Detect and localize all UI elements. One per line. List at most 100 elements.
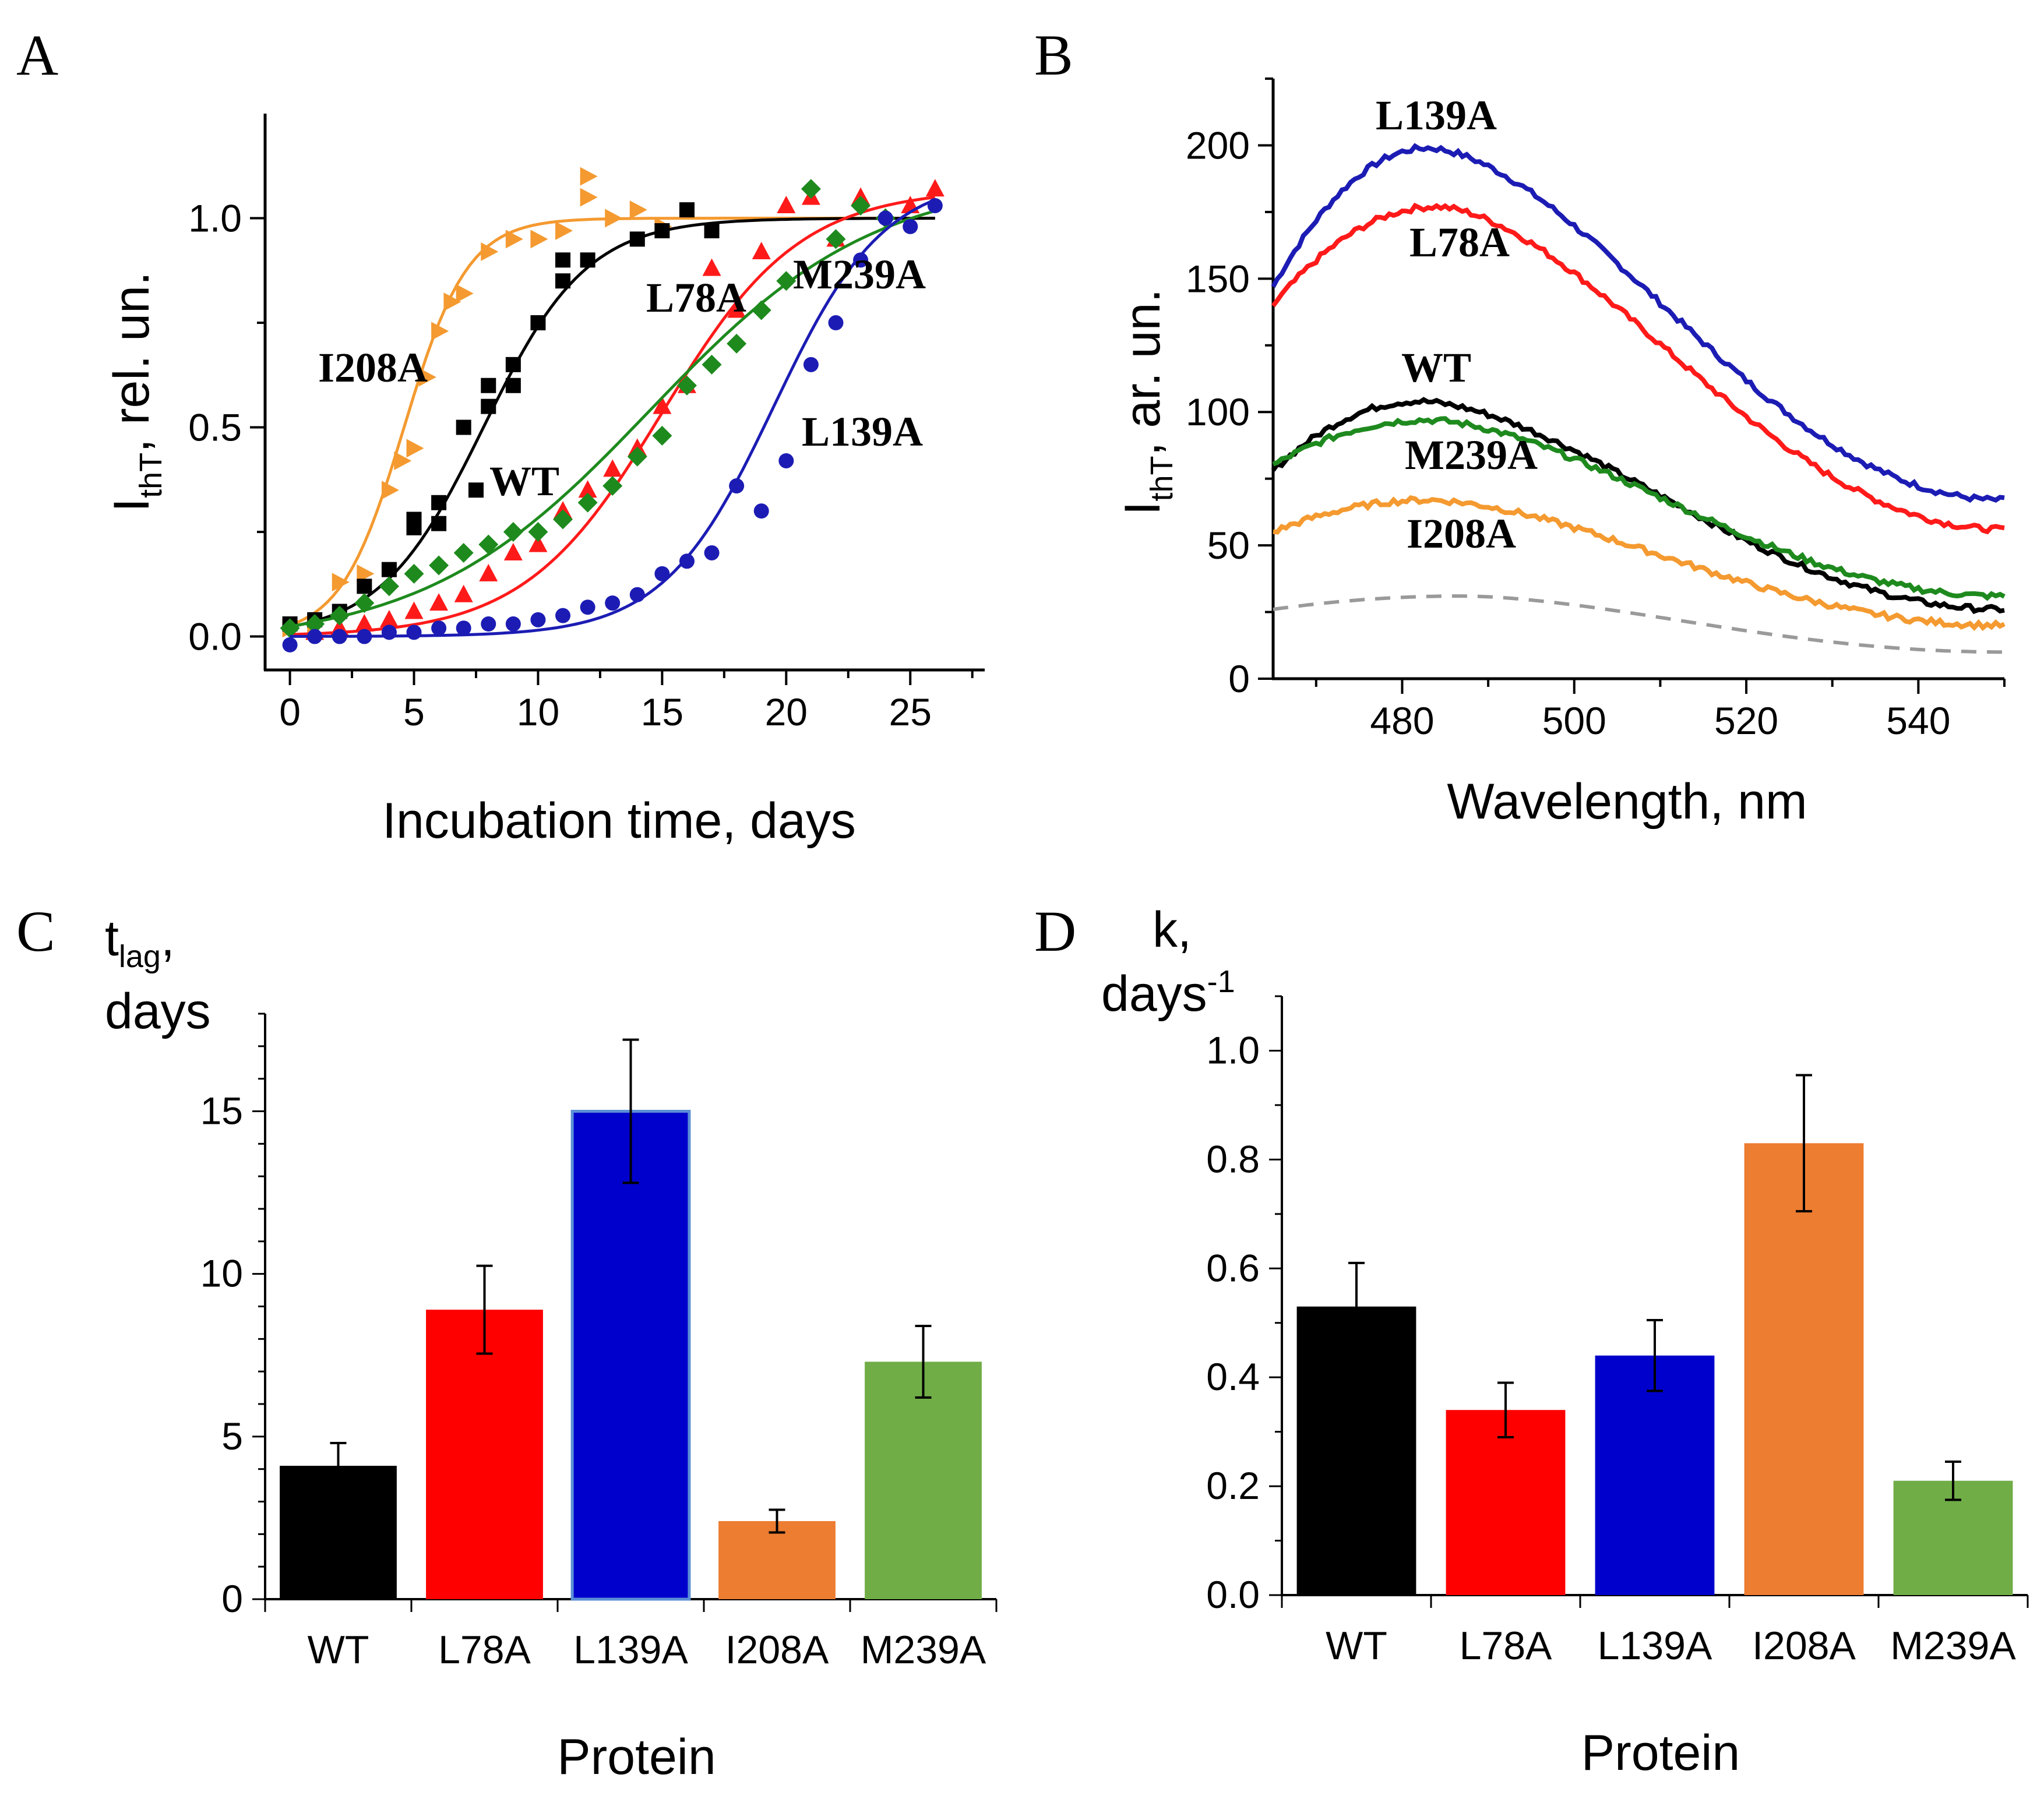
data-point-l78a	[777, 195, 796, 213]
bar-i208a	[1744, 1143, 1864, 1595]
bar-i208a	[718, 1521, 836, 1599]
data-point-l139a	[456, 620, 471, 636]
spectrum-line-m239a	[1272, 416, 2006, 601]
y-tick-label: 50	[1207, 524, 1250, 567]
y-tick-label: 0	[1228, 657, 1250, 700]
data-point-m239a	[503, 522, 523, 542]
data-point-wt	[481, 398, 496, 414]
y-tick-label: 0.8	[1206, 1137, 1260, 1180]
data-point-m239a	[851, 195, 871, 216]
data-point-i208a	[605, 209, 623, 228]
y-tick-label: 0.0	[188, 615, 242, 658]
data-point-l78a	[404, 601, 424, 619]
y-tick-label: 0.2	[1206, 1464, 1260, 1507]
data-point-wt	[555, 252, 571, 268]
x-tick-label: 25	[889, 690, 932, 733]
y-axis-title-rest: ,	[161, 911, 175, 966]
y-axis-title-line1: k,	[1153, 902, 1192, 958]
data-point-m239a	[528, 522, 548, 542]
bar-wt	[1296, 1306, 1416, 1595]
data-point-i208a	[580, 167, 598, 186]
data-point-m239a	[801, 179, 821, 199]
data-point-m239a	[702, 354, 722, 375]
x-tick-label: 0	[279, 690, 301, 733]
category-label-l78a: L78A	[1460, 1624, 1552, 1668]
curve-label-l139a: L139A	[802, 408, 923, 455]
data-point-l78a	[702, 258, 721, 276]
data-point-l78a	[355, 614, 374, 632]
y-axis-title-rest: , rel. un.	[104, 271, 160, 453]
data-point-l139a	[877, 210, 893, 226]
y-tick-label: 10	[200, 1252, 243, 1295]
data-point-l139a	[704, 545, 720, 560]
data-point-wt	[505, 357, 521, 372]
category-label-m239a: M239A	[861, 1628, 986, 1672]
bar-l139a	[570, 1110, 691, 1601]
x-tick-label: 540	[1886, 699, 1950, 742]
y-axis-title-rest: , ar. un.	[1115, 289, 1171, 456]
data-point-l139a	[927, 197, 943, 213]
data-point-l139a	[481, 616, 496, 632]
curve-label-wt: WT	[489, 458, 559, 505]
x-tick-label: 10	[517, 690, 559, 733]
data-point-m239a	[727, 333, 747, 354]
data-point-l78a	[503, 542, 523, 560]
data-point-l139a	[505, 616, 521, 632]
bar-l139a	[1595, 1355, 1715, 1595]
x-tick-label: 520	[1714, 699, 1778, 742]
data-point-l78a	[925, 179, 945, 197]
y-tick-label: 1.0	[1206, 1028, 1260, 1071]
y-axis-title-sub: lag	[119, 939, 161, 974]
data-point-m239a	[329, 605, 350, 626]
data-point-m239a	[429, 555, 449, 576]
curve-label-m239a: M239A	[1405, 432, 1538, 478]
data-point-l139a	[903, 218, 918, 234]
y-tick-label: 0.5	[188, 406, 242, 449]
panel-letter-c: C	[16, 899, 55, 964]
data-point-wt	[530, 315, 546, 331]
data-point-wt	[357, 578, 372, 594]
data-point-i208a	[580, 188, 598, 207]
data-point-l139a	[629, 587, 645, 602]
bar-m239a	[865, 1361, 982, 1599]
curve-label-i208a: I208A	[318, 344, 428, 391]
panel-letter-b: B	[1034, 23, 1073, 87]
spectrum-line-i208a	[1273, 495, 2006, 632]
data-point-i208a	[443, 292, 461, 312]
category-label-i208a: I208A	[1752, 1624, 1856, 1668]
data-point-l139a	[431, 620, 447, 636]
bar-l78a	[1446, 1410, 1566, 1595]
panel-d: 0.0 0.2 0.4 0.6 0.8 1.0 WT L78A L139A I208A M239A P…	[1101, 902, 2029, 1781]
data-point-l139a	[357, 629, 372, 644]
data-point-i208a	[555, 221, 573, 241]
category-label-l139a: L139A	[1598, 1624, 1712, 1668]
data-point-wt	[468, 482, 484, 498]
data-point-l78a	[578, 480, 597, 498]
curve-label-l78a: L78A	[646, 274, 746, 321]
spectrum-line-l139a	[1271, 143, 2005, 503]
y-axis-title-sub: thT	[133, 453, 168, 498]
y-tick-label: 15	[200, 1089, 243, 1133]
y-axis-title: IthT, ar. un.	[1115, 289, 1179, 516]
data-point-i208a	[406, 439, 424, 458]
data-point-m239a	[776, 271, 797, 291]
data-point-i208a	[431, 322, 449, 341]
data-point-m239a	[577, 492, 598, 513]
category-label-wt: WT	[308, 1628, 369, 1672]
data-point-wt	[505, 378, 521, 393]
y-tick-label: 0	[221, 1577, 243, 1620]
data-point-l78a	[727, 300, 746, 318]
spectrum-line-control	[1273, 594, 2004, 654]
data-point-l139a	[778, 453, 794, 468]
data-point-m239a	[676, 375, 697, 396]
y-tick-label: 150	[1186, 257, 1250, 300]
y-axis-title-line2: days-1	[1101, 964, 1235, 1022]
data-point-m239a	[404, 563, 424, 584]
data-point-l78a	[603, 459, 622, 477]
spectrum-line-l78a	[1271, 202, 2005, 535]
y-axis-title-sup: -1	[1207, 964, 1235, 999]
data-point-l139a	[580, 599, 595, 615]
y-tick-label: 200	[1186, 124, 1250, 167]
data-point-i208a	[481, 242, 499, 261]
